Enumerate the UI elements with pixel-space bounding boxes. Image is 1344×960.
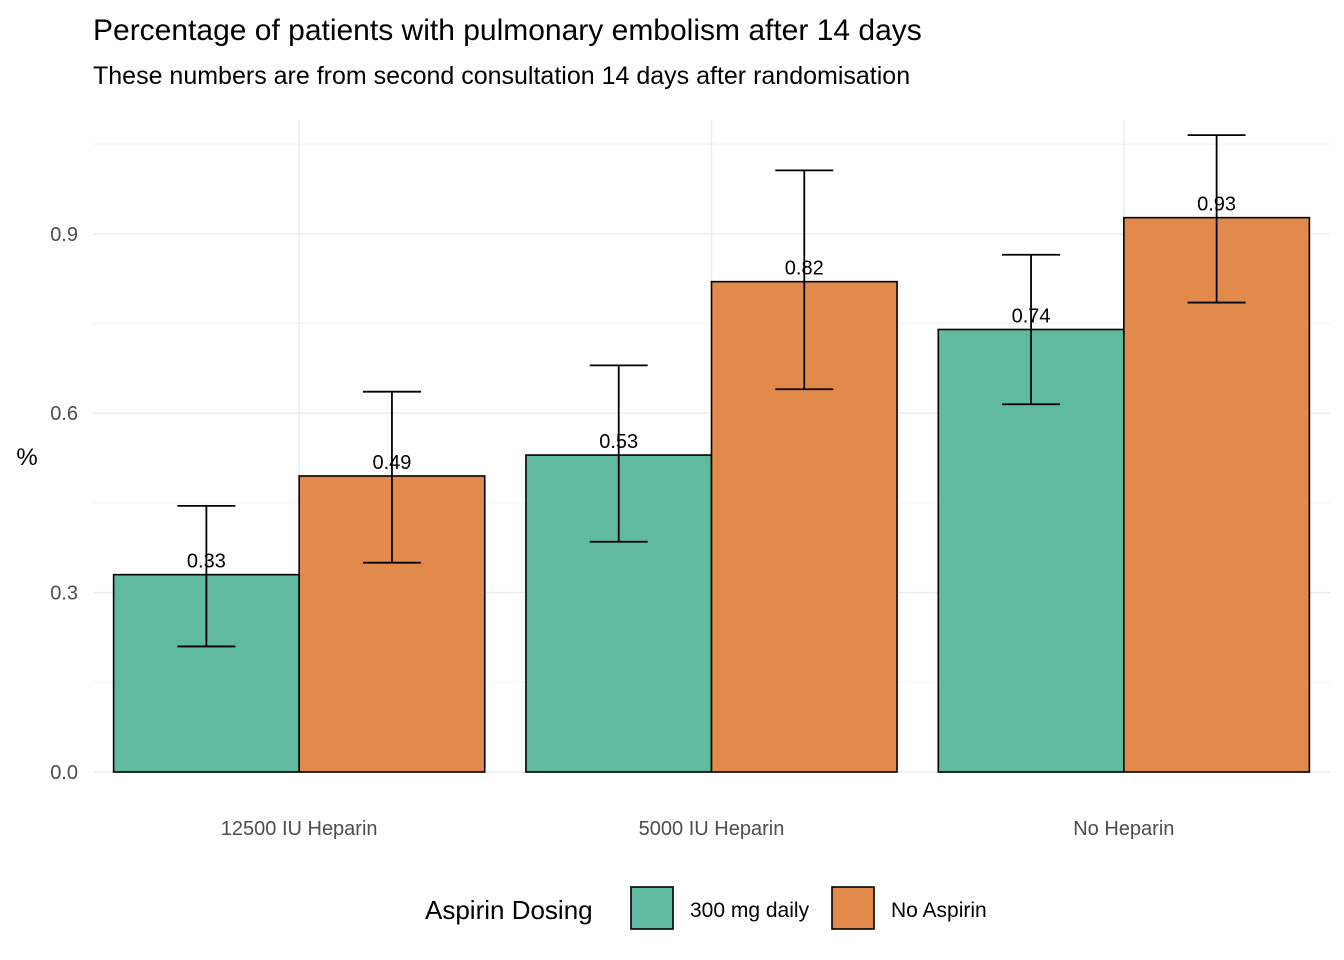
legend-label-no-aspirin: No Aspirin bbox=[891, 899, 987, 922]
data-label: 0.53 bbox=[599, 431, 638, 453]
error-bars bbox=[177, 134, 1246, 648]
error-bar bbox=[362, 390, 421, 564]
x-tick-label: 5000 IU Heparin bbox=[639, 818, 785, 840]
y-tick-label: 0.0 bbox=[50, 762, 78, 784]
x-axis-ticks: 12500 IU Heparin 5000 IU Heparin No Hepari… bbox=[221, 818, 1175, 840]
error-bar bbox=[177, 504, 236, 648]
y-tick-label: 0.9 bbox=[50, 224, 78, 246]
bar-no-aspirin-2 bbox=[1123, 216, 1311, 773]
y-axis-ticks: 0.0 0.3 0.6 0.9 bbox=[50, 224, 78, 784]
legend-key-no-aspirin bbox=[831, 886, 875, 930]
chart-subtitle: These numbers are from second consultati… bbox=[93, 62, 910, 90]
data-label: 0.82 bbox=[785, 258, 824, 280]
bars bbox=[112, 216, 1311, 773]
legend-title: Aspirin Dosing bbox=[425, 895, 593, 925]
x-tick-label: 12500 IU Heparin bbox=[221, 818, 378, 840]
error-bar bbox=[775, 169, 834, 391]
error-bar bbox=[1002, 253, 1061, 406]
legend-key-300mg bbox=[630, 886, 674, 930]
x-tick-label: No Heparin bbox=[1073, 818, 1174, 840]
y-axis-label: % bbox=[16, 444, 37, 471]
y-tick-label: 0.3 bbox=[50, 583, 78, 605]
data-label: 0.49 bbox=[372, 452, 411, 474]
legend-label-300mg: 300 mg daily bbox=[690, 899, 810, 922]
chart-title: Percentage of patients with pulmonary em… bbox=[93, 14, 922, 47]
y-tick-label: 0.6 bbox=[50, 403, 78, 425]
error-bar bbox=[1187, 134, 1246, 304]
data-label: 0.33 bbox=[187, 551, 226, 573]
data-label: 0.74 bbox=[1012, 305, 1051, 327]
data-label: 0.93 bbox=[1197, 194, 1236, 216]
legend: Aspirin Dosing 300 mg daily No Aspirin bbox=[425, 886, 987, 930]
error-bar bbox=[589, 364, 648, 543]
data-labels: 0.33 0.49 0.53 0.82 0.74 0.93 bbox=[187, 194, 1236, 573]
